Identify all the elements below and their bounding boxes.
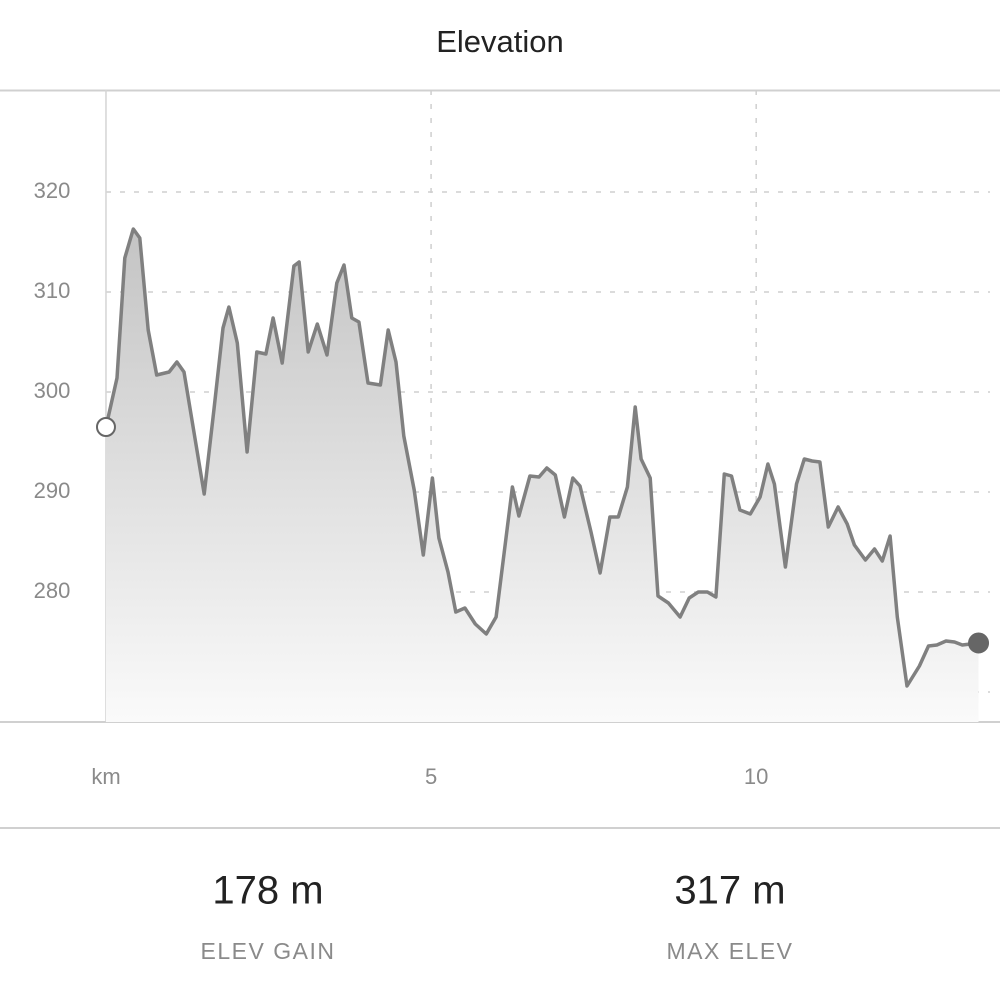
start-marker xyxy=(95,417,116,437)
x-tick-label: 10 xyxy=(744,764,768,789)
stat-value: 317 m xyxy=(674,869,785,913)
x-tick-label: 5 xyxy=(425,764,437,789)
chart-title: Elevation xyxy=(436,24,564,59)
x-tick-label: km xyxy=(91,764,120,789)
y-tick-label: 290 xyxy=(34,478,71,503)
elevation-line xyxy=(104,227,979,688)
stat-label: MAX ELEV xyxy=(666,938,793,964)
stat-label: ELEV GAIN xyxy=(201,938,336,964)
y-tick-label: 310 xyxy=(34,278,71,303)
y-tick-label: 280 xyxy=(34,578,71,603)
plot: 280 290 300 310 320 km 5 10 xyxy=(34,90,990,789)
y-tick-label: 300 xyxy=(34,378,71,403)
stat-value: 178 m xyxy=(212,869,323,913)
end-marker xyxy=(968,632,990,654)
y-tick-label: 320 xyxy=(34,178,71,203)
